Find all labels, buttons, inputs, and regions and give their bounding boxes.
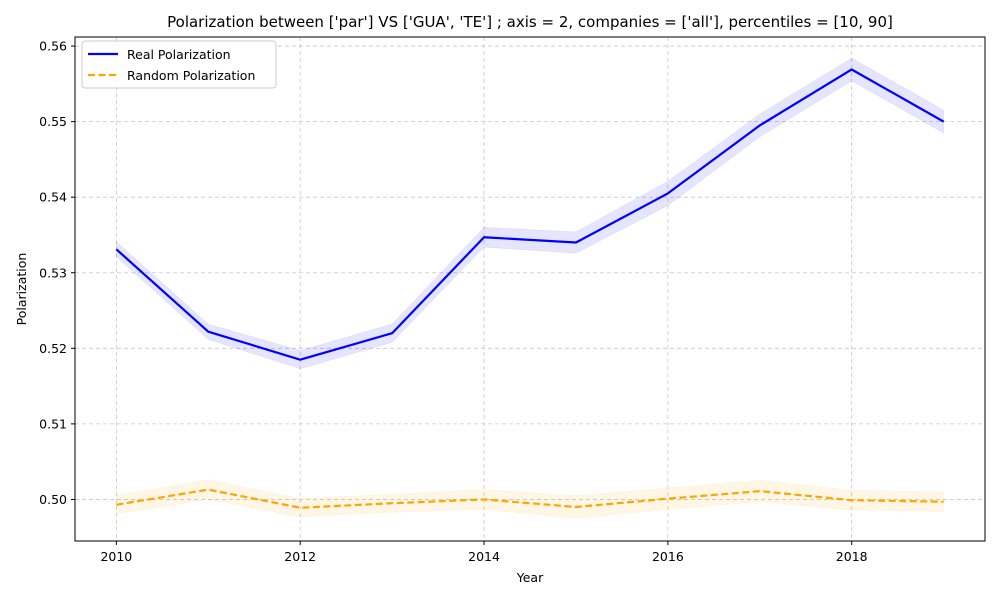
x-tick-label: 2014 bbox=[468, 549, 500, 564]
x-tick-label: 2016 bbox=[652, 549, 684, 564]
random-polarization-band bbox=[116, 479, 944, 519]
x-tick-label: 2012 bbox=[284, 549, 316, 564]
y-tick-label: 0.51 bbox=[39, 416, 67, 431]
x-axis-label: Year bbox=[516, 570, 544, 585]
legend: Real Polarization Random Polarization bbox=[81, 40, 277, 89]
y-tick-label: 0.52 bbox=[39, 341, 67, 356]
real-polarization-band bbox=[116, 57, 944, 369]
x-axis-ticks: 2010 2012 2014 2016 2018 bbox=[100, 541, 868, 564]
random-polarization-line bbox=[116, 488, 944, 509]
legend-label-real: Real Polarization bbox=[127, 47, 231, 62]
series-lines bbox=[115, 68, 945, 509]
chart-title: Polarization between ['par'] VS ['GUA', … bbox=[167, 13, 893, 31]
y-tick-label: 0.55 bbox=[39, 114, 67, 129]
legend-label-random: Random Polarization bbox=[127, 68, 255, 83]
y-tick-label: 0.50 bbox=[39, 492, 67, 507]
y-axis-ticks: 0.50 0.51 0.52 0.53 0.54 0.55 0.56 bbox=[39, 39, 75, 507]
real-polarization-line bbox=[115, 68, 945, 361]
x-tick-label: 2010 bbox=[100, 549, 132, 564]
y-tick-label: 0.54 bbox=[39, 190, 67, 205]
confidence-bands bbox=[116, 57, 944, 519]
y-tick-label: 0.56 bbox=[39, 39, 67, 54]
x-tick-label: 2018 bbox=[836, 549, 868, 564]
y-axis-label: Polarization bbox=[14, 253, 29, 326]
y-tick-label: 0.53 bbox=[39, 265, 67, 280]
legend-box bbox=[81, 40, 277, 89]
grid-lines bbox=[75, 37, 985, 541]
plot-frame bbox=[74, 36, 986, 542]
